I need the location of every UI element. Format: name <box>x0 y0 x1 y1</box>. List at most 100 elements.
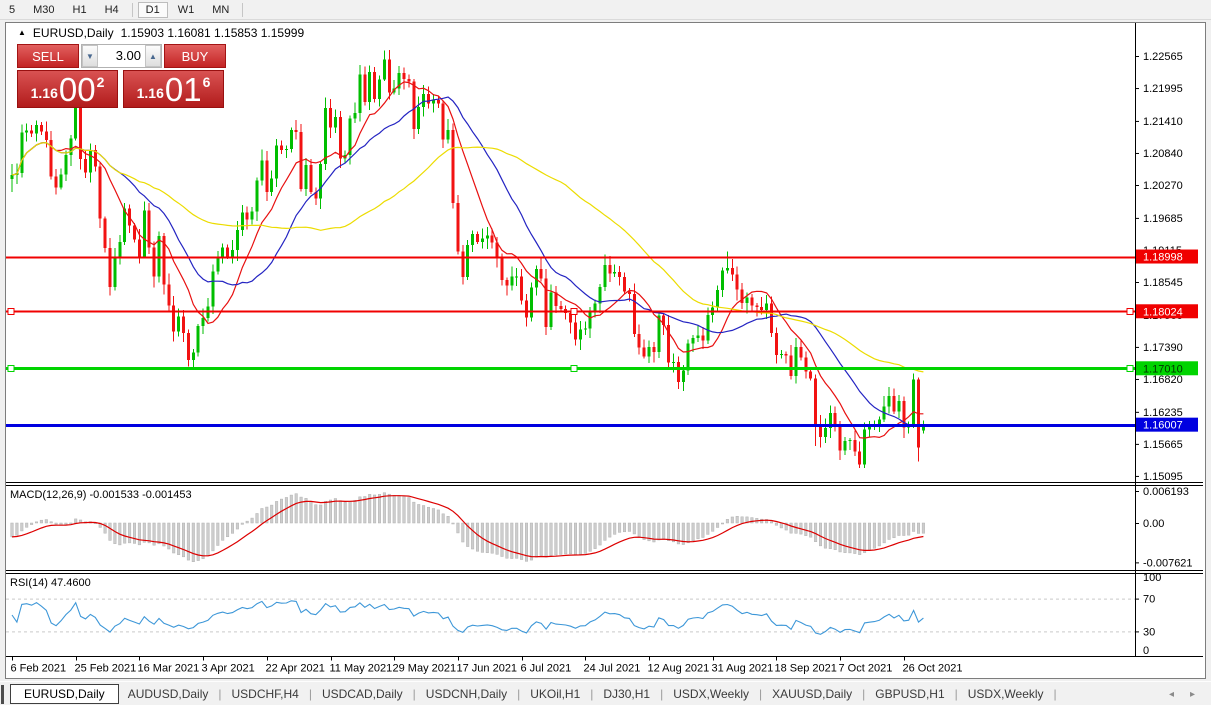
timeframe-toolbar: 5 M30 H1 H4 D1 W1 MN <box>0 0 1211 20</box>
tab-dj30-h1-6[interactable]: DJ30,H1 <box>603 687 651 701</box>
tab-separator: | <box>1053 687 1057 701</box>
tab-strip-notch <box>1 684 4 704</box>
svg-text:29 May 2021: 29 May 2021 <box>393 663 457 675</box>
tab-separator: | <box>862 687 866 701</box>
tab-usdx-weekly-7[interactable]: USDX,Weekly <box>673 687 749 701</box>
buy-price-point: 6 <box>202 74 211 90</box>
price-axis: 1.22565 1.21995 1.21410 1.20840 1.20270 1.196… <box>1135 51 1198 483</box>
svg-text:70: 70 <box>1143 594 1155 606</box>
sell-price-display[interactable]: 1.16 00 2 <box>17 70 118 108</box>
volume-stepper: ▼ 3.00 ▲ <box>81 44 162 68</box>
svg-text:31 Aug 2021: 31 Aug 2021 <box>712 663 774 675</box>
moving-averages-layer <box>11 81 924 439</box>
frame-lines <box>6 23 1203 657</box>
svg-text:1.16235: 1.16235 <box>1143 407 1183 419</box>
toolbar-separator <box>242 2 244 17</box>
tab-scroll-right-icon[interactable]: ▸ <box>1189 688 1195 700</box>
toolbar-separator <box>131 2 133 17</box>
rsi-panel <box>6 598 1135 635</box>
tab-separator: | <box>218 687 222 701</box>
sell-button[interactable]: SELL <box>17 44 79 68</box>
tab-separator: | <box>517 687 521 701</box>
price-chart-canvas[interactable]: 1.22565 1.21995 1.21410 1.20840 1.20270 1.196… <box>6 23 1203 676</box>
svg-text:1.21995: 1.21995 <box>1143 83 1183 95</box>
svg-text:17 Jun 2021: 17 Jun 2021 <box>457 663 518 675</box>
rsi-axis: 100 70 30 0 <box>1135 572 1161 657</box>
svg-text:0.00: 0.00 <box>1143 518 1164 530</box>
chart-tab-bar: EURUSD,Daily AUDUSD,Daily | USDCHF,H4 | USDCA… <box>0 681 1211 705</box>
timeframe-button-m30[interactable]: M30 <box>33 3 55 16</box>
svg-text:1.20840: 1.20840 <box>1143 148 1183 160</box>
tab-ukoil-h1-5[interactable]: UKOil,H1 <box>530 687 581 701</box>
tab-separator: | <box>412 687 416 701</box>
chart-window: 1.22565 1.21995 1.21410 1.20840 1.20270 1.196… <box>5 22 1206 679</box>
tab-usdcad-daily-3[interactable]: USDCAD,Daily <box>321 687 403 701</box>
svg-text:11 May 2021: 11 May 2021 <box>330 663 393 675</box>
svg-text:1.20270: 1.20270 <box>1143 180 1183 192</box>
volume-increase-button[interactable]: ▲ <box>145 45 161 67</box>
buy-button[interactable]: BUY <box>164 44 226 68</box>
svg-text:25 Feb 2021: 25 Feb 2021 <box>75 663 137 675</box>
svg-text:-0.007621: -0.007621 <box>1143 557 1193 569</box>
svg-text:1.15095: 1.15095 <box>1143 471 1183 483</box>
tab-gbpusd-h1-9[interactable]: GBPUSD,H1 <box>875 687 945 701</box>
svg-text:1.19685: 1.19685 <box>1143 213 1183 225</box>
svg-text:1.18998: 1.18998 <box>1143 252 1183 264</box>
tab-usdcnh-daily-4[interactable]: USDCNH,Daily <box>425 687 508 701</box>
chart-ohlc-values: 1.15903 1.16081 1.15853 1.15999 <box>120 26 305 40</box>
tab-separator: | <box>590 687 594 701</box>
timeframe-button-mn[interactable]: MN <box>212 3 230 16</box>
tab-separator: | <box>954 687 958 701</box>
svg-text:18 Sep 2021: 18 Sep 2021 <box>775 663 837 675</box>
svg-text:1.18024: 1.18024 <box>1143 306 1183 318</box>
buy-price-main: 1.16 <box>136 85 164 101</box>
svg-text:1.22565: 1.22565 <box>1143 51 1183 63</box>
svg-text:1.17390: 1.17390 <box>1143 342 1183 354</box>
svg-text:22 Apr 2021: 22 Apr 2021 <box>266 663 325 675</box>
tab-eurusd-daily-0[interactable]: EURUSD,Daily <box>10 684 119 704</box>
sell-price-point: 2 <box>96 74 105 90</box>
svg-text:24 Jul 2021: 24 Jul 2021 <box>584 663 641 675</box>
macd-panel <box>10 492 925 562</box>
tab-separator: | <box>308 687 312 701</box>
timeframe-button-h1[interactable]: H1 <box>72 3 87 16</box>
svg-text:6 Jul 2021: 6 Jul 2021 <box>521 663 572 675</box>
svg-text:1.21410: 1.21410 <box>1143 116 1183 128</box>
volume-value[interactable]: 3.00 <box>115 48 141 63</box>
timeframe-button-5[interactable]: 5 <box>9 3 16 16</box>
svg-text:0: 0 <box>1143 645 1149 657</box>
tab-separator: | <box>759 687 763 701</box>
timeframe-button-h4[interactable]: H4 <box>104 3 119 16</box>
tab-separator: | <box>660 687 664 701</box>
svg-text:100: 100 <box>1143 572 1161 584</box>
tab-usdx-weekly-10[interactable]: USDX,Weekly <box>967 687 1044 701</box>
one-click-trade-panel: SELL ▼ 3.00 ▲ BUY 1.16 00 2 1.16 01 6 <box>17 44 226 108</box>
svg-text:30: 30 <box>1143 626 1155 638</box>
date-axis: 6 Feb 2021 25 Feb 2021 16 Mar 2021 3 Apr 20… <box>11 656 963 675</box>
svg-text:6 Feb 2021: 6 Feb 2021 <box>11 663 67 675</box>
macd-axis: 0.006193 0.00 -0.007621 <box>1135 486 1193 569</box>
chart-title: ▲ EURUSD,Daily 1.15903 1.16081 1.15853 1… <box>18 26 304 40</box>
svg-text:1.16820: 1.16820 <box>1143 374 1183 386</box>
collapse-triangle-icon[interactable]: ▲ <box>18 28 26 37</box>
buy-price-display[interactable]: 1.16 01 6 <box>123 70 224 108</box>
tab-audusd-daily-1[interactable]: AUDUSD,Daily <box>127 687 209 701</box>
svg-text:16 Mar 2021: 16 Mar 2021 <box>138 663 200 675</box>
svg-text:3 Apr 2021: 3 Apr 2021 <box>202 663 255 675</box>
svg-text:0.006193: 0.006193 <box>1143 486 1189 498</box>
tab-usdchf-h4-2[interactable]: USDCHF,H4 <box>231 687 299 701</box>
buy-price-pips: 01 <box>164 71 202 108</box>
sell-price-main: 1.16 <box>30 85 58 101</box>
hline-objects-layer <box>6 256 1135 427</box>
volume-decrease-button[interactable]: ▼ <box>82 45 98 67</box>
timeframe-button-w1[interactable]: W1 <box>177 3 195 16</box>
timeframe-button-d1[interactable]: D1 <box>137 1 168 18</box>
sell-price-pips: 00 <box>58 71 96 108</box>
macd-indicator-label: MACD(12,26,9) -0.001533 -0.001453 <box>10 489 192 501</box>
svg-text:26 Oct 2021: 26 Oct 2021 <box>903 663 963 675</box>
tab-xauusd-daily-8[interactable]: XAUUSD,Daily <box>772 687 853 701</box>
rsi-indicator-label: RSI(14) 47.4600 <box>10 577 91 589</box>
tab-scroll-left-icon[interactable]: ◂ <box>1168 688 1174 700</box>
candles-layer <box>10 49 925 469</box>
svg-text:1.16007: 1.16007 <box>1143 420 1183 432</box>
